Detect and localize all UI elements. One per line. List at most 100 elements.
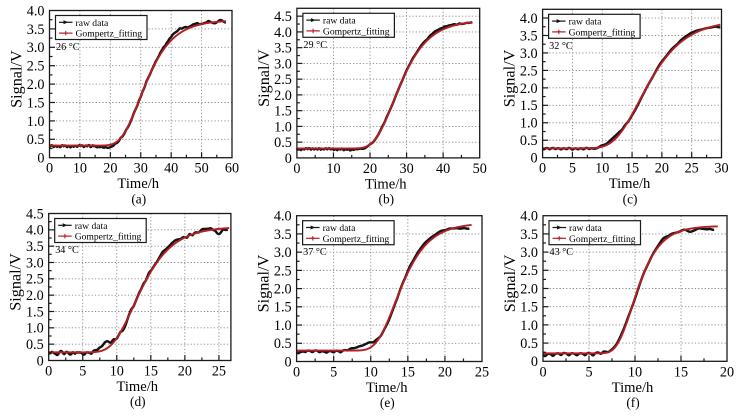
- svg-text:40: 40: [164, 161, 178, 177]
- svg-text:2.0: 2.0: [274, 282, 292, 298]
- svg-text:15: 15: [674, 364, 688, 380]
- svg-text:2.5: 2.5: [520, 263, 538, 279]
- svg-text:5: 5: [585, 364, 592, 380]
- svg-text:0: 0: [293, 365, 300, 381]
- svg-text:3.0: 3.0: [520, 245, 538, 261]
- svg-text:Time/h: Time/h: [117, 176, 159, 192]
- svg-text:10: 10: [628, 364, 642, 380]
- svg-text:0: 0: [45, 364, 52, 380]
- svg-text:0: 0: [37, 353, 44, 369]
- svg-text:30: 30: [399, 161, 413, 177]
- svg-text:3.5: 3.5: [520, 227, 538, 243]
- svg-text:3.5: 3.5: [27, 22, 45, 38]
- svg-text:raw data: raw data: [75, 221, 109, 232]
- svg-text:raw data: raw data: [569, 223, 603, 234]
- svg-text:3.0: 3.0: [274, 56, 292, 72]
- svg-text:Signal/V: Signal/V: [255, 49, 273, 107]
- svg-text:2.5: 2.5: [274, 263, 292, 279]
- svg-text:Time/h: Time/h: [365, 176, 407, 192]
- svg-text:4.0: 4.0: [520, 11, 538, 27]
- svg-text:20: 20: [655, 161, 669, 177]
- svg-text:10: 10: [595, 161, 609, 177]
- svg-text:30: 30: [134, 161, 148, 177]
- svg-text:0: 0: [293, 161, 300, 177]
- svg-text:4.0: 4.0: [520, 209, 538, 225]
- svg-text:29 °C: 29 °C: [303, 40, 327, 51]
- svg-text:1.0: 1.0: [274, 119, 292, 135]
- svg-text:25: 25: [685, 161, 699, 177]
- svg-text:raw data: raw data: [569, 17, 603, 28]
- svg-text:0: 0: [285, 354, 292, 370]
- svg-text:20: 20: [103, 161, 117, 177]
- svg-text:37 °C: 37 °C: [303, 247, 327, 258]
- svg-text:4.5: 4.5: [26, 206, 44, 222]
- svg-text:Signal/V: Signal/V: [501, 254, 519, 312]
- svg-text:1.0: 1.0: [26, 321, 44, 337]
- svg-text:1.0: 1.0: [520, 318, 538, 334]
- svg-text:1.5: 1.5: [274, 104, 292, 120]
- svg-text:20: 20: [363, 161, 377, 177]
- svg-text:Time/h: Time/h: [366, 380, 408, 396]
- svg-text:20: 20: [438, 365, 452, 381]
- svg-text:0.5: 0.5: [274, 336, 292, 352]
- svg-text:15: 15: [625, 161, 639, 177]
- svg-text:Gompertz_fitting: Gompertz_fitting: [569, 28, 636, 39]
- svg-text:30: 30: [714, 161, 728, 177]
- svg-text:2.5: 2.5: [26, 272, 44, 288]
- svg-text:26 °C: 26 °C: [56, 42, 80, 53]
- svg-text:10: 10: [364, 365, 378, 381]
- svg-text:2.0: 2.0: [520, 81, 538, 97]
- svg-text:0.5: 0.5: [520, 133, 538, 149]
- svg-text:0: 0: [285, 151, 292, 167]
- svg-text:Gompertz_fitting: Gompertz_fitting: [76, 29, 143, 40]
- svg-text:Time/h: Time/h: [116, 379, 158, 395]
- svg-text:10: 10: [110, 364, 124, 380]
- svg-text:Time/h: Time/h: [609, 176, 651, 192]
- svg-text:1.0: 1.0: [27, 114, 45, 130]
- svg-text:1.5: 1.5: [520, 98, 538, 114]
- svg-text:34 °C: 34 °C: [55, 245, 79, 256]
- svg-text:2.5: 2.5: [520, 63, 538, 79]
- svg-text:3.5: 3.5: [274, 41, 292, 57]
- svg-text:0: 0: [531, 354, 538, 370]
- svg-text:25: 25: [475, 365, 489, 381]
- svg-text:40: 40: [436, 161, 450, 177]
- svg-text:0.5: 0.5: [274, 135, 292, 151]
- svg-text:(e): (e): [380, 395, 395, 410]
- svg-text:0: 0: [46, 161, 53, 177]
- svg-text:43 °C: 43 °C: [550, 247, 574, 258]
- svg-text:3.0: 3.0: [27, 40, 45, 56]
- svg-text:32 °C: 32 °C: [549, 41, 573, 52]
- svg-text:1.5: 1.5: [274, 300, 292, 316]
- svg-text:15: 15: [144, 364, 158, 380]
- svg-text:Signal/V: Signal/V: [8, 50, 26, 108]
- svg-text:2.5: 2.5: [274, 72, 292, 88]
- svg-text:4.0: 4.0: [26, 223, 44, 239]
- svg-text:0.5: 0.5: [520, 336, 538, 352]
- svg-text:3.0: 3.0: [520, 46, 538, 62]
- svg-text:raw data: raw data: [76, 18, 110, 29]
- svg-text:raw data: raw data: [323, 223, 357, 234]
- svg-text:2.0: 2.0: [274, 88, 292, 104]
- svg-text:4.0: 4.0: [274, 209, 292, 225]
- svg-text:1.0: 1.0: [520, 116, 538, 132]
- svg-text:3.5: 3.5: [520, 28, 538, 44]
- svg-text:25: 25: [212, 364, 226, 380]
- svg-text:Gompertz_fitting: Gompertz_fitting: [323, 234, 390, 245]
- svg-text:20: 20: [178, 364, 192, 380]
- svg-text:5: 5: [330, 365, 337, 381]
- svg-text:(f): (f): [626, 395, 639, 410]
- svg-text:2.0: 2.0: [27, 77, 45, 93]
- svg-text:0: 0: [539, 161, 546, 177]
- svg-text:0: 0: [539, 364, 546, 380]
- svg-text:0: 0: [531, 151, 538, 167]
- svg-text:0: 0: [37, 151, 44, 167]
- svg-text:Signal/V: Signal/V: [7, 253, 25, 311]
- svg-text:(a): (a): [131, 191, 146, 206]
- svg-text:(c): (c): [623, 191, 638, 206]
- svg-text:4.0: 4.0: [27, 3, 45, 19]
- svg-text:Signal/V: Signal/V: [501, 49, 519, 107]
- svg-text:2.0: 2.0: [520, 281, 538, 297]
- svg-text:3.5: 3.5: [26, 239, 44, 255]
- svg-text:Gompertz_fitting: Gompertz_fitting: [323, 27, 390, 38]
